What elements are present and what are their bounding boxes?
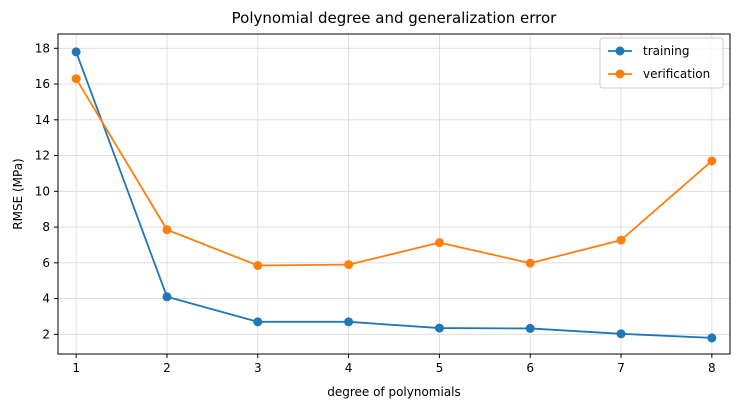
data-point-training xyxy=(71,47,81,57)
data-point-training xyxy=(253,317,263,327)
plot-area xyxy=(57,33,731,355)
x-axis-label: degree of polynomials xyxy=(327,385,461,399)
data-point-training xyxy=(434,323,444,333)
legend-label-training: training xyxy=(643,44,690,58)
series-verification xyxy=(71,74,717,271)
y-axis-label: RMSE (MPa) xyxy=(11,158,25,229)
data-point-verification xyxy=(344,260,354,270)
y-tick-label: 12 xyxy=(35,149,50,163)
chart-title: Polynomial degree and generalization err… xyxy=(232,9,558,27)
x-tick-label: 8 xyxy=(708,361,716,375)
y-tick-label: 16 xyxy=(35,77,50,91)
data-point-training xyxy=(707,333,717,343)
series-line-verification xyxy=(75,78,713,267)
data-point-verification xyxy=(162,225,172,235)
x-axis: 1 2 3 4 5 6 7 8 xyxy=(72,354,716,375)
series-training xyxy=(71,47,717,343)
legend: training verification xyxy=(599,37,724,89)
y-tick-label: 8 xyxy=(42,220,50,234)
data-point-training xyxy=(344,317,354,327)
data-point-training xyxy=(616,329,626,339)
data-point-training xyxy=(162,292,172,302)
data-point-verification xyxy=(253,261,263,271)
legend-label-verification: verification xyxy=(643,67,710,81)
y-tick-label: 14 xyxy=(35,113,50,127)
y-tick-label: 6 xyxy=(42,256,50,270)
x-tick-label: 2 xyxy=(163,361,171,375)
x-tick-label: 1 xyxy=(72,361,80,375)
data-point-verification xyxy=(707,156,717,166)
legend-marker-verification xyxy=(615,69,625,79)
x-tick-label: 7 xyxy=(617,361,625,375)
series-line-training xyxy=(75,51,712,339)
data-point-verification xyxy=(71,74,81,84)
data-point-verification xyxy=(525,258,535,268)
x-tick-label: 5 xyxy=(436,361,444,375)
data-point-verification xyxy=(616,235,626,245)
x-tick-label: 3 xyxy=(254,361,262,375)
y-tick-label: 2 xyxy=(42,327,50,341)
y-tick-label: 10 xyxy=(35,184,50,198)
data-series xyxy=(71,47,717,343)
y-tick-label: 18 xyxy=(35,41,50,55)
data-point-verification xyxy=(434,238,444,248)
data-point-training xyxy=(525,323,535,333)
x-tick-label: 6 xyxy=(526,361,534,375)
x-tick-label: 4 xyxy=(345,361,353,375)
y-tick-label: 4 xyxy=(42,292,50,306)
y-axis: 2 4 6 8 10 12 14 16 18 xyxy=(35,41,58,341)
legend-marker-training xyxy=(615,46,625,56)
